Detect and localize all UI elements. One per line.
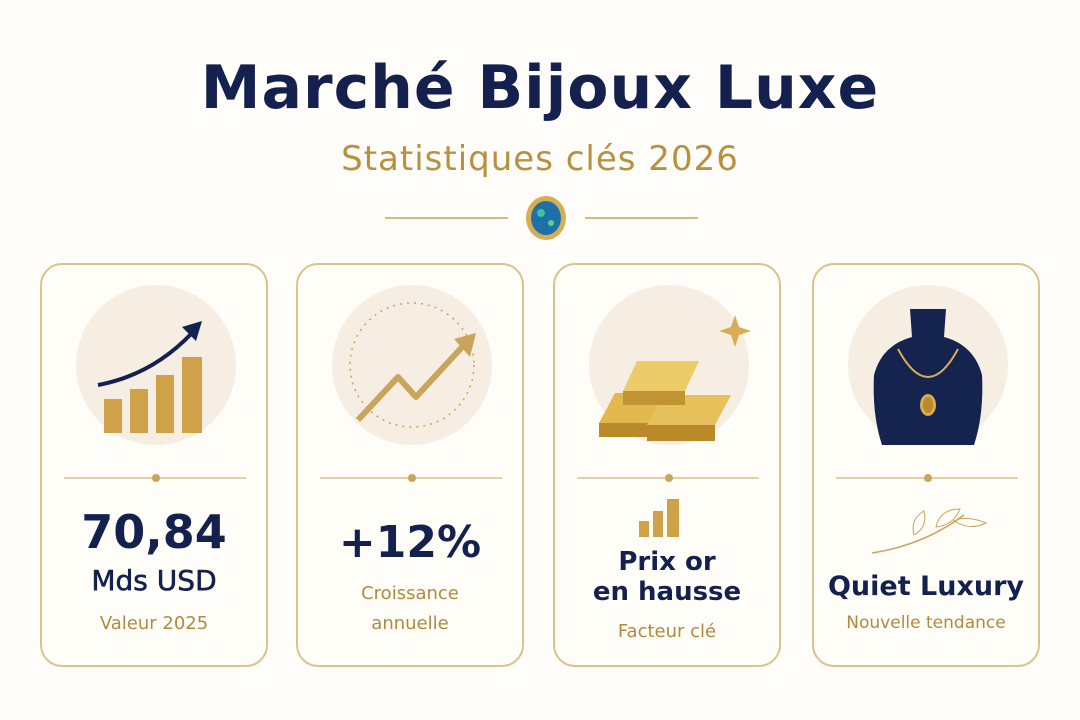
card: Prix or en hausse Facteur clé xyxy=(553,263,781,667)
card: 70,84 Mds USD Valeur 2025 xyxy=(40,263,268,667)
necklace-icon xyxy=(836,285,1018,554)
card-caption: Valeur 2025 xyxy=(99,613,209,634)
subtitle: Statistiques clés 2026 xyxy=(341,139,739,179)
card: Quiet Luxury Nouvelle tendance xyxy=(812,263,1040,667)
card-value: 70,84 xyxy=(81,505,227,559)
card-value: Prix or xyxy=(618,547,716,577)
title: Marché Bijoux Luxe xyxy=(200,53,880,123)
card-caption: annuelle xyxy=(371,613,449,634)
card-value: Quiet Luxury xyxy=(827,571,1025,602)
gold-icon xyxy=(577,285,759,537)
trend-icon xyxy=(320,285,502,482)
card-value: +12% xyxy=(338,517,482,568)
card-value: en hausse xyxy=(592,577,742,607)
card-value: Mds USD xyxy=(91,564,217,597)
card-caption: Nouvelle tendance xyxy=(846,613,1006,633)
growth-icon xyxy=(64,285,246,482)
card-caption: Facteur clé xyxy=(617,621,717,642)
card: +12% Croissance annuelle xyxy=(296,263,524,667)
card-caption: Croissance xyxy=(361,583,459,604)
header-divider xyxy=(385,196,698,240)
